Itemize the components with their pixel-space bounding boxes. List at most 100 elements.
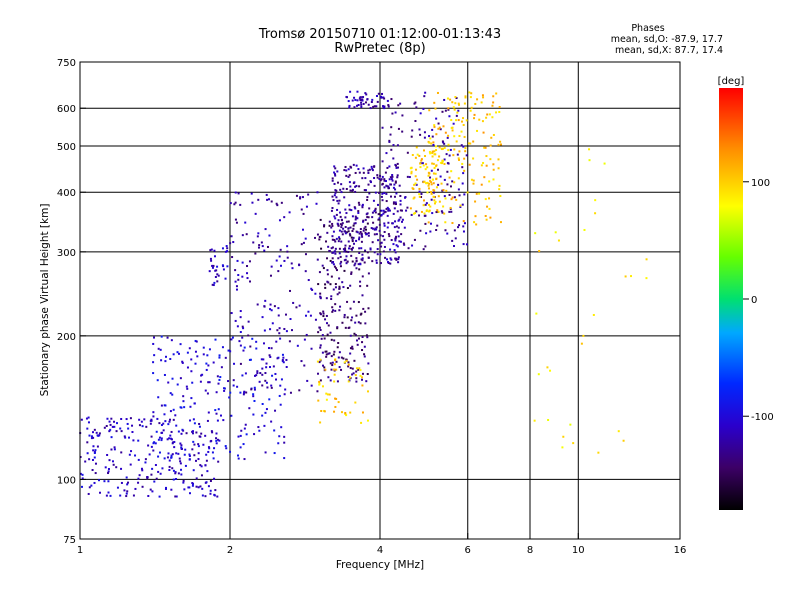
data-point	[463, 193, 466, 196]
data-point	[208, 381, 211, 384]
data-point	[279, 248, 282, 251]
data-point	[227, 380, 230, 383]
data-point	[490, 136, 493, 139]
data-point	[386, 214, 389, 217]
data-point	[370, 101, 373, 104]
data-point	[275, 378, 278, 381]
data-point	[87, 421, 90, 424]
data-point	[441, 110, 444, 113]
data-point	[340, 260, 343, 263]
data-point	[321, 264, 324, 267]
data-point	[457, 157, 460, 160]
data-point	[245, 391, 248, 394]
data-point	[172, 441, 175, 444]
data-point	[206, 419, 209, 422]
y-tick-label: 75	[63, 535, 76, 546]
data-point	[257, 246, 260, 249]
data-point	[195, 340, 198, 343]
data-point	[160, 439, 163, 442]
data-point	[360, 232, 363, 235]
data-point	[154, 464, 157, 467]
data-point	[319, 295, 322, 298]
data-point	[299, 197, 302, 200]
data-point	[217, 274, 220, 277]
data-point	[343, 269, 346, 272]
colorbar-tick-label: 100	[751, 178, 770, 189]
data-point	[387, 208, 390, 211]
data-point	[182, 400, 185, 403]
data-point	[183, 406, 186, 409]
data-point	[333, 182, 336, 185]
data-point	[281, 360, 284, 363]
data-point	[594, 199, 597, 202]
data-point	[327, 352, 330, 355]
data-point	[443, 158, 446, 161]
data-point	[381, 199, 384, 202]
data-point	[373, 228, 376, 231]
data-point	[418, 154, 421, 157]
data-point	[350, 247, 353, 250]
data-point	[243, 346, 246, 349]
data-point	[361, 294, 364, 297]
data-point	[366, 212, 369, 215]
data-point	[362, 167, 365, 170]
data-point	[209, 480, 212, 483]
data-point	[336, 293, 339, 296]
data-point	[349, 90, 352, 93]
data-point	[108, 459, 111, 462]
data-point	[362, 96, 365, 99]
data-point	[433, 101, 436, 104]
data-point	[355, 257, 358, 260]
data-point	[392, 201, 395, 204]
data-point	[394, 251, 397, 254]
data-point	[451, 180, 454, 183]
data-point	[389, 248, 392, 251]
data-point	[451, 101, 454, 104]
data-point	[448, 154, 451, 157]
data-point	[433, 202, 436, 205]
data-point	[94, 462, 97, 465]
data-point	[448, 193, 451, 196]
data-point	[491, 104, 494, 107]
data-point	[375, 261, 378, 264]
data-point	[216, 375, 219, 378]
data-point	[367, 216, 370, 219]
data-point	[342, 286, 345, 289]
data-point	[177, 430, 180, 433]
data-point	[141, 469, 144, 472]
data-point	[171, 467, 174, 470]
data-point	[535, 312, 538, 315]
data-point	[242, 349, 245, 352]
data-point	[154, 442, 157, 445]
data-point	[224, 445, 227, 448]
data-point	[453, 148, 456, 151]
data-point	[168, 420, 171, 423]
data-point	[224, 356, 227, 359]
data-point	[113, 420, 116, 423]
data-point	[348, 106, 351, 109]
data-point	[152, 411, 155, 414]
data-point	[330, 298, 333, 301]
data-point	[549, 369, 552, 372]
data-point	[319, 292, 322, 295]
data-point	[462, 145, 465, 148]
data-point	[344, 216, 347, 219]
data-point	[200, 465, 203, 468]
data-point	[188, 454, 191, 457]
data-point	[134, 487, 137, 490]
data-point	[419, 166, 422, 169]
data-point	[269, 308, 272, 311]
data-point	[334, 252, 337, 255]
data-point	[441, 189, 444, 192]
data-point	[380, 214, 383, 217]
data-point	[426, 181, 429, 184]
data-point	[338, 287, 341, 290]
data-point	[460, 144, 463, 147]
data-point	[365, 233, 368, 236]
data-point	[431, 178, 434, 181]
data-point	[349, 165, 352, 168]
data-point	[244, 423, 247, 426]
data-point	[406, 206, 409, 209]
data-point	[342, 248, 345, 251]
data-point	[277, 442, 280, 445]
